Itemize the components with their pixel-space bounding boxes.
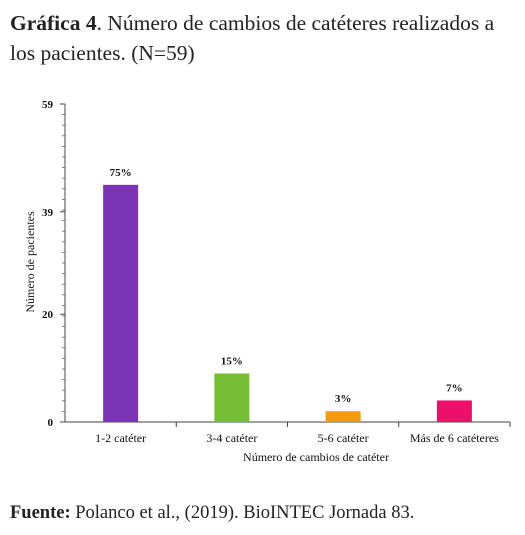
y-tick-label: 20 [42,309,54,321]
chart-title-text: . Número de cambios de catéteres realiza… [10,11,495,65]
y-tick-label: 39 [42,207,54,219]
chart-axes: 0 20 39 59 1-2 catéter 3-4 catéter 5-6 catéter… [42,99,511,445]
x-tick-label: 1-2 catéter [95,431,146,445]
y-tick-label: 59 [42,99,54,111]
x-tick-label: 3-4 catéter [206,431,257,445]
chart-title-bold: Gráfica 4 [10,11,97,35]
source-label: Fuente: [10,503,71,523]
source-text: Polanco et al., (2019). BioINTEC Jornada… [70,503,415,523]
bar [214,373,250,422]
y-axis-label: Número de pacientes [23,211,37,313]
x-tick-label: 5-6 catéter [318,431,369,445]
bar [325,411,361,422]
bar [436,400,472,422]
data-label: 75% [110,167,132,179]
source-note: Fuente: Polanco et al., (2019). BioINTEC… [10,503,414,524]
bar-chart: 0 20 39 59 1-2 catéter 3-4 catéter 5-6 catéter… [23,99,511,464]
bar [103,184,139,422]
y-tick-label: 0 [48,417,54,429]
data-label: 7% [446,382,463,394]
x-axis-label: Número de cambios de catéter [243,450,389,464]
chart-title: Gráfica 4. Número de cambios de catétere… [10,8,520,68]
data-label: 3% [335,393,352,405]
chart-bars: 75% 15% 3% 7% [103,167,472,422]
data-label: 15% [221,355,243,367]
x-tick-label: Más de 6 catéteres [410,431,499,445]
